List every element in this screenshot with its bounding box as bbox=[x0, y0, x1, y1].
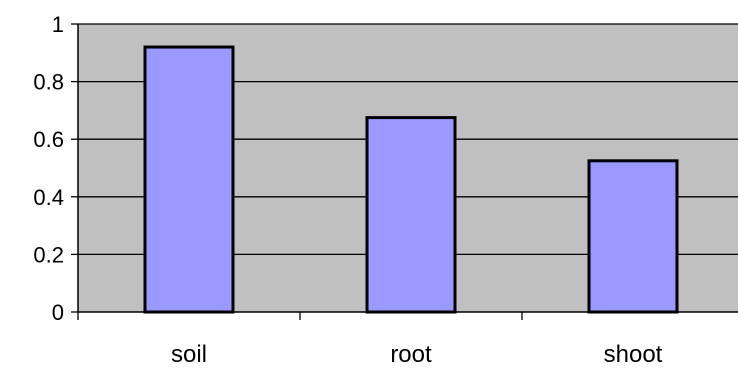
bars bbox=[143, 45, 679, 314]
bar-root bbox=[365, 116, 457, 314]
y-tick-labels: 0 0.2 0.4 0.6 0.8 1 bbox=[33, 12, 64, 325]
x-category-label: root bbox=[390, 341, 432, 368]
y-tick-label: 0.8 bbox=[33, 70, 64, 95]
y-tick-label: 0 bbox=[52, 300, 64, 325]
x-category-labels: soil root shoot bbox=[171, 341, 663, 368]
bar-shoot bbox=[587, 159, 679, 314]
axes bbox=[71, 23, 738, 320]
y-tick-label: 1 bbox=[52, 12, 64, 37]
y-tick-label: 0.2 bbox=[33, 242, 64, 267]
y-tick-label: 0.6 bbox=[33, 127, 64, 152]
x-category-label: shoot bbox=[604, 341, 663, 368]
x-category-label: soil bbox=[171, 341, 207, 368]
bar-soil bbox=[143, 45, 235, 314]
y-tick-label: 0.4 bbox=[33, 185, 64, 210]
